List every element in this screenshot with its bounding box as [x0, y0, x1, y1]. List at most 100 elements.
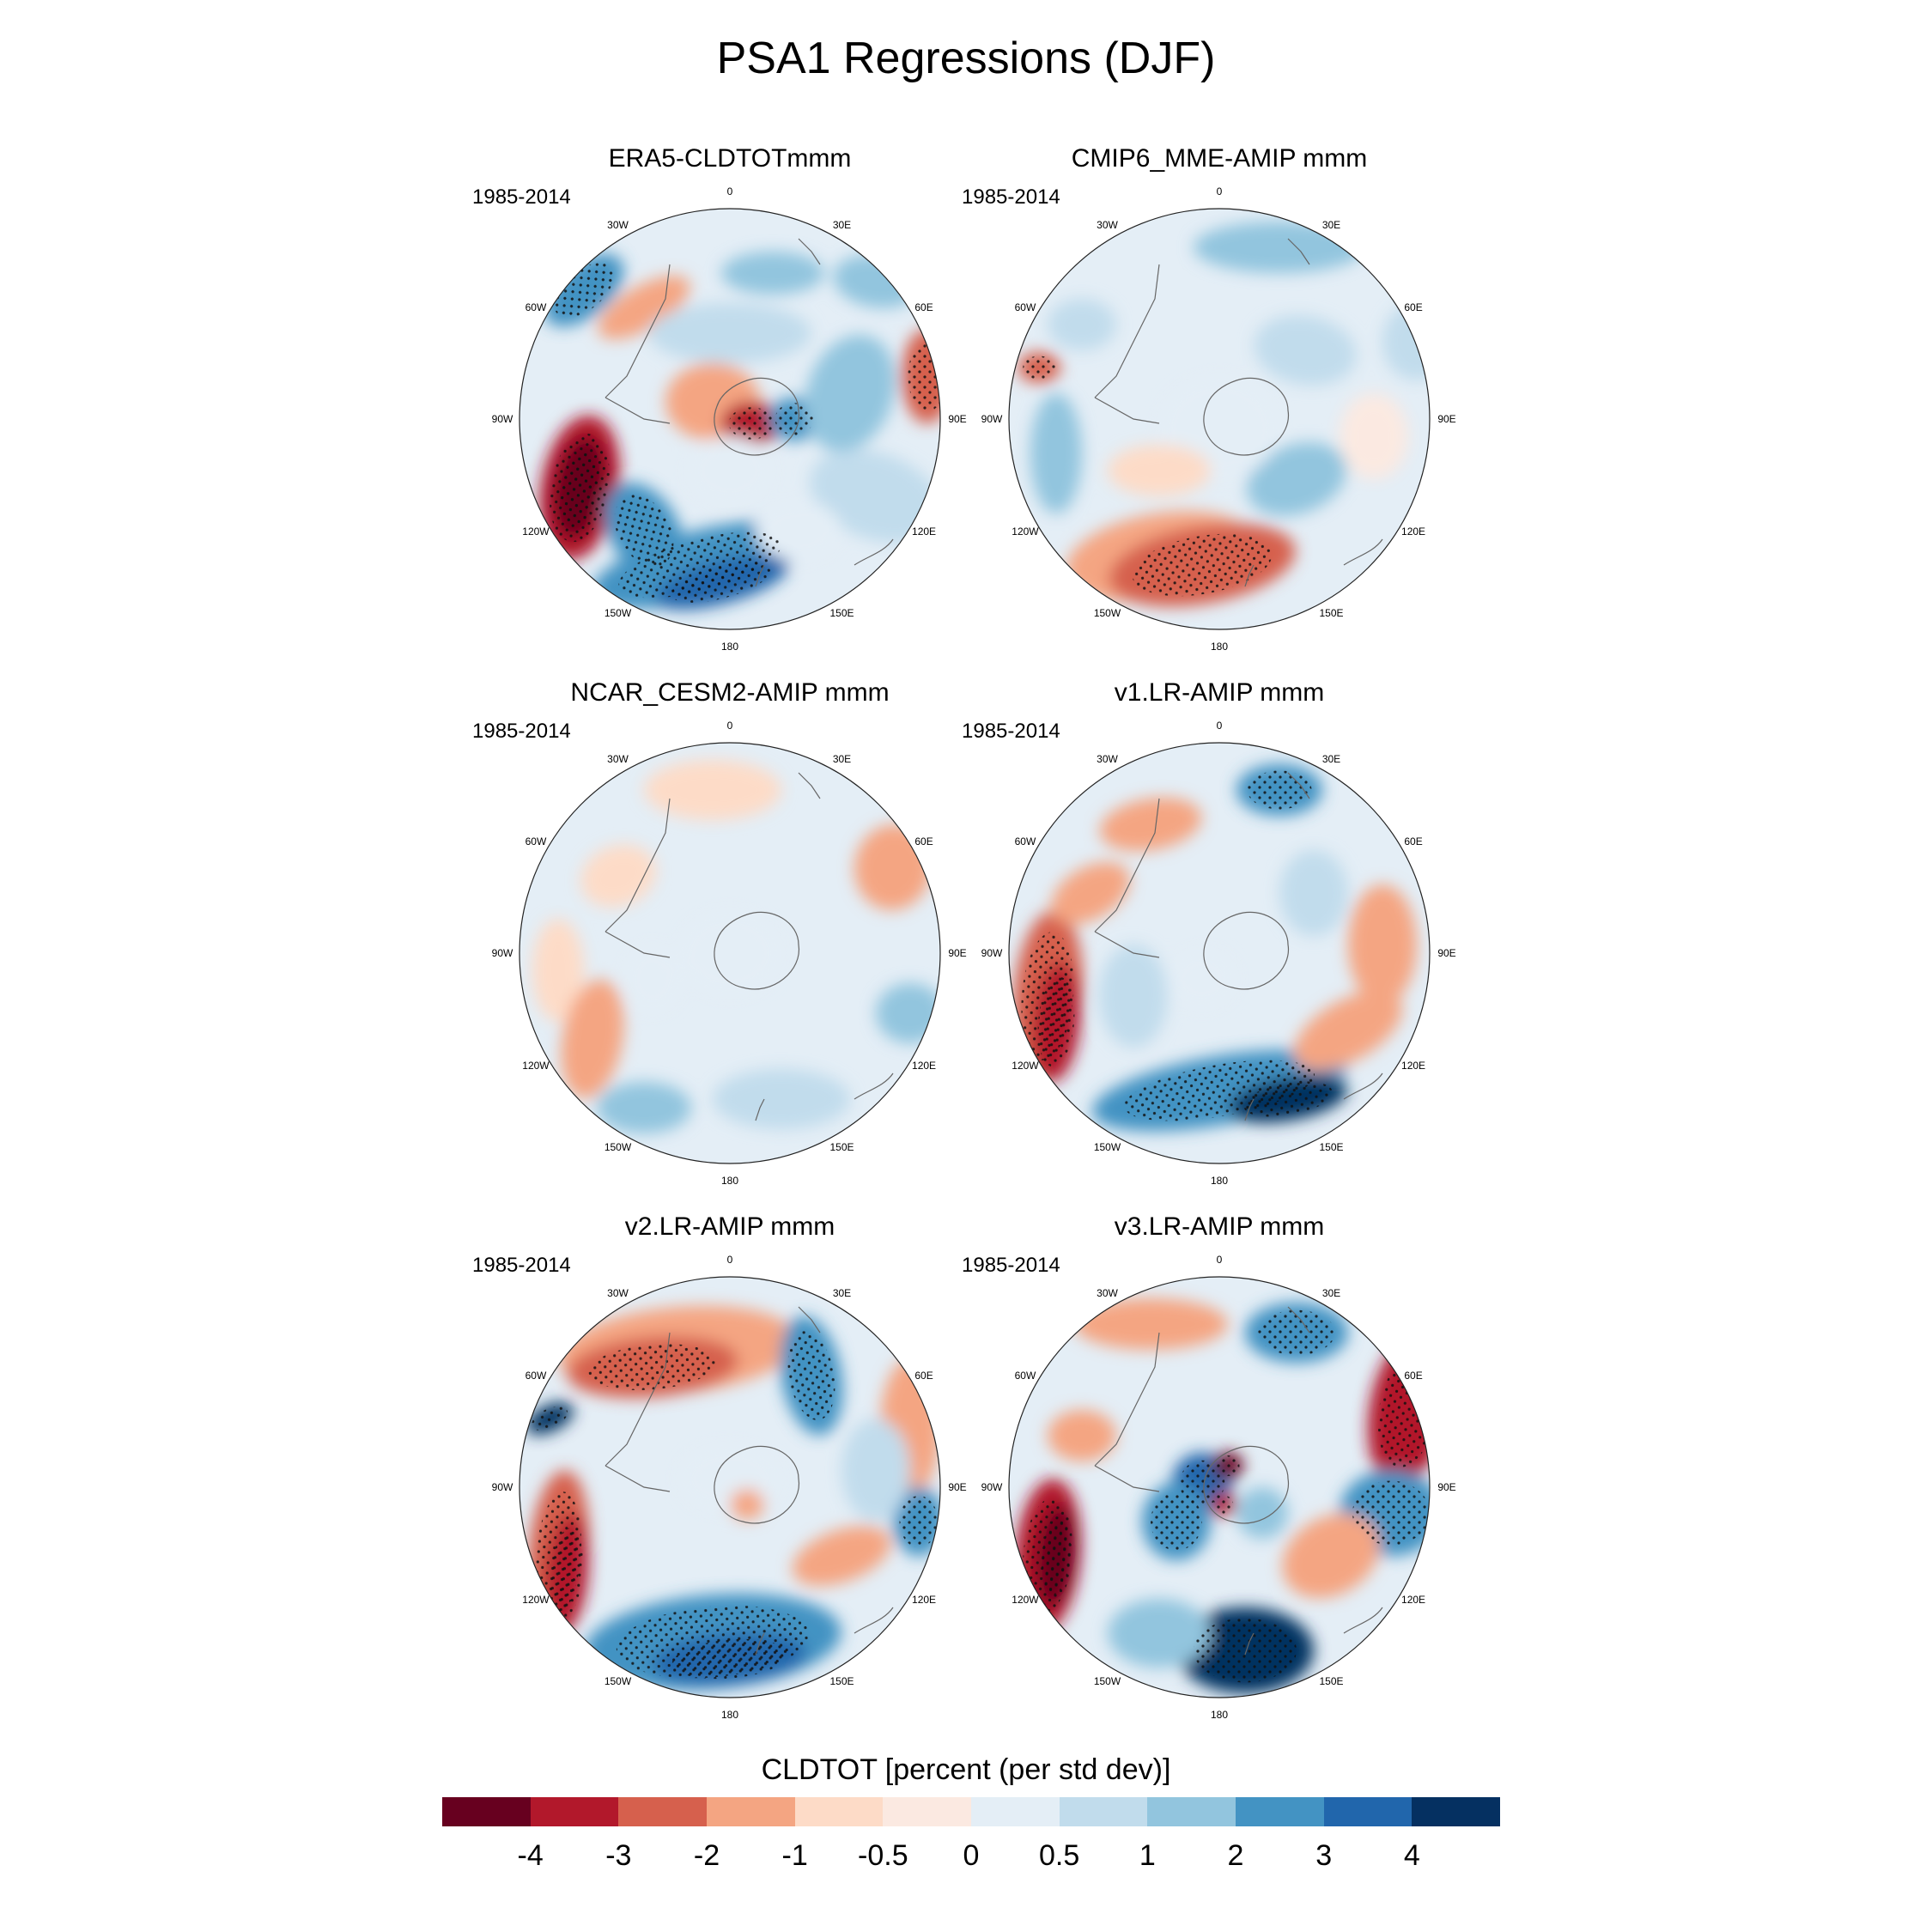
regression-field-patch — [876, 983, 940, 1043]
significance-stippling — [554, 263, 614, 318]
significance-stippling — [1124, 1060, 1315, 1121]
longitude-label: 150E — [829, 1675, 854, 1688]
regression-field-patch — [1168, 949, 1236, 1009]
regression-field-patch — [792, 1526, 891, 1586]
longitude-label: 30W — [1097, 752, 1118, 765]
significance-stippling — [1179, 1460, 1225, 1506]
map-panel-v1-lr: v1.LR-AMIP mmm 1985-2014 0 30E 60E 90E 120E 1… — [962, 678, 1477, 1194]
colorbar-segment — [707, 1797, 795, 1826]
longitude-label: 60E — [914, 301, 933, 313]
regression-field-patch — [1282, 1513, 1380, 1599]
regression-field-patch — [1254, 315, 1357, 386]
colorbar-tick-label: -0.5 — [858, 1839, 908, 1872]
regression-field-patch — [805, 335, 896, 452]
map-boundary — [1008, 208, 1431, 630]
regression-field-patch — [1236, 1487, 1288, 1539]
colorbar-tick-label: 4 — [1403, 1839, 1420, 1872]
map-panel-era5: ERA5-CLDTOTmmm 1985-2014 0 30E 60E 90E 120E 1… — [472, 144, 987, 659]
coastline — [854, 538, 894, 566]
regression-field-patch — [1048, 1410, 1116, 1461]
panel-title: NCAR_CESM2-AMIP mmm — [570, 678, 890, 707]
longitude-label: 30W — [1097, 218, 1118, 231]
longitude-label: 0 — [1216, 185, 1223, 197]
coastline — [1094, 1332, 1160, 1467]
longitude-label: 150W — [604, 1675, 632, 1688]
regression-field-patch — [1048, 299, 1116, 350]
longitude-label: 120W — [1012, 1059, 1039, 1072]
longitude-label: 120W — [522, 1059, 550, 1072]
longitude-label: 30E — [832, 752, 852, 765]
longitude-label: 60E — [914, 1369, 933, 1382]
regression-field-patch — [532, 919, 584, 1022]
significance-stippling — [671, 1638, 788, 1680]
colorbar-segment — [1059, 1797, 1148, 1826]
regression-field-patch — [598, 276, 690, 339]
panel-period: 1985-2014 — [962, 1254, 1060, 1277]
longitude-label: 60W — [1014, 1369, 1036, 1382]
significance-stippling — [1216, 1455, 1240, 1476]
panel-title: v3.LR-AMIP mmm — [1114, 1212, 1325, 1241]
longitude-label: 120W — [522, 1593, 550, 1606]
regression-field-patch — [1099, 945, 1168, 1048]
longitude-label: 60W — [1014, 835, 1036, 848]
colorbar-tick-label: 0 — [963, 1839, 980, 1872]
longitude-label: 150E — [829, 1141, 854, 1154]
regression-field-patch — [623, 945, 683, 1013]
coastline — [1287, 1306, 1310, 1334]
significance-stippling — [671, 562, 772, 603]
significance-stippling — [1247, 770, 1312, 810]
colorbar-tick-label: 0.5 — [1039, 1839, 1080, 1872]
longitude-label: 180 — [1210, 1175, 1229, 1187]
longitude-label: 0 — [726, 185, 733, 197]
significance-stippling — [1151, 1492, 1202, 1551]
coastline — [1244, 564, 1255, 587]
colorbar — [442, 1797, 1501, 1826]
polar-stereographic-map — [519, 742, 941, 1164]
coastline — [605, 264, 671, 398]
longitude-label: 0 — [1216, 720, 1223, 732]
coastline — [605, 1465, 671, 1492]
coastline — [1343, 1607, 1383, 1634]
map-panel-cmip6-mme: CMIP6_MME-AMIP mmm 1985-2014 0 30E 60E 90E 1… — [962, 144, 1477, 659]
regression-field-patch — [1348, 884, 1417, 1005]
colorbar-tick-label: 3 — [1315, 1839, 1333, 1872]
significance-stippling — [614, 495, 674, 567]
polar-stereographic-map — [1008, 208, 1431, 630]
map-boundary — [519, 742, 941, 1164]
regression-field-patch — [1073, 1298, 1228, 1350]
coastline — [854, 1607, 894, 1634]
regression-field-patch — [1108, 445, 1211, 496]
coastline — [605, 798, 671, 933]
longitude-label: 150W — [1093, 607, 1121, 620]
regression-field-patch — [721, 252, 824, 295]
map-panel-ncar-cesm2: NCAR_CESM2-AMIP mmm 1985-2014 0 30E 60E 90E… — [472, 678, 987, 1194]
longitude-label: 0 — [1216, 1254, 1223, 1266]
significance-stippling — [1258, 1309, 1335, 1356]
longitude-label: 60W — [1014, 301, 1036, 313]
longitude-label: 150E — [1319, 1141, 1344, 1154]
coastline — [1203, 377, 1290, 456]
polar-stereographic-map — [519, 208, 941, 630]
colorbar-segment — [1412, 1797, 1501, 1826]
significance-stippling — [1037, 976, 1075, 1067]
longitude-label: 30W — [607, 218, 629, 231]
regression-field-patch — [1279, 850, 1348, 936]
map-boundary — [519, 208, 941, 630]
significance-stippling — [618, 532, 781, 598]
significance-stippling — [1213, 1495, 1234, 1514]
map-boundary — [1008, 742, 1431, 1164]
longitude-label: 60E — [914, 835, 933, 848]
panel-title: ERA5-CLDTOTmmm — [608, 144, 852, 173]
longitude-label: 120W — [1012, 525, 1039, 538]
colorbar-segment — [618, 1797, 708, 1826]
coastline — [755, 1098, 765, 1121]
longitude-label: 30W — [607, 752, 629, 765]
coastline — [1244, 1632, 1255, 1656]
significance-stippling — [532, 1406, 568, 1431]
longitude-label: 60W — [525, 1369, 547, 1382]
longitude-label: 150E — [1319, 607, 1344, 620]
coastline — [714, 1445, 800, 1524]
coastline — [1094, 798, 1160, 933]
coastline — [1287, 772, 1310, 799]
colorbar-segment — [1323, 1797, 1413, 1826]
